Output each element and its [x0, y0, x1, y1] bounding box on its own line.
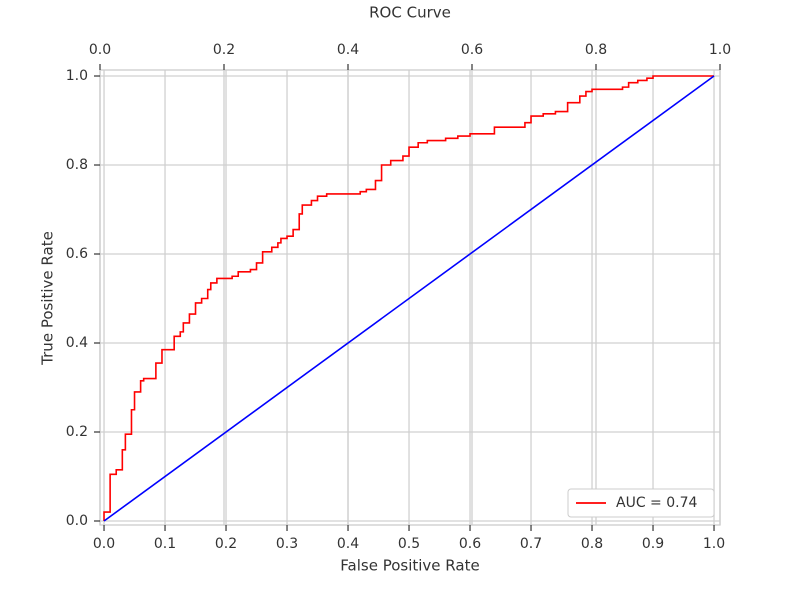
y-axis-label: True Positive Rate: [39, 231, 57, 366]
x2-tick-label: 1.0: [709, 42, 731, 58]
y-tick-label: 0.6: [66, 246, 88, 262]
x-tick-label: 0.7: [520, 536, 542, 552]
x-tick-label: 0.8: [581, 536, 603, 552]
chart-title: ROC Curve: [369, 4, 451, 22]
x-tick-label: 0.2: [215, 536, 237, 552]
x-tick-label: 0.3: [276, 536, 298, 552]
series-line: [103, 75, 715, 521]
x2-tick-label: 0.0: [89, 42, 111, 58]
y-tick-label: 1.0: [66, 68, 88, 84]
x2-tick-label: 0.4: [337, 42, 359, 58]
x-tick-label: 1.0: [703, 536, 725, 552]
x-tick-label: 0.9: [642, 536, 664, 552]
legend-box: [567, 488, 715, 518]
y-tick-label: 0.4: [66, 335, 88, 351]
x-axis-label: False Positive Rate: [340, 557, 479, 575]
plot-frame: [99, 69, 721, 526]
y-tick-label: 0.0: [66, 513, 88, 529]
legend-label: AUC = 0.74: [616, 495, 697, 511]
x2-tick-label: 0.2: [213, 42, 235, 58]
series-line: [103, 75, 715, 522]
x2-tick-label: 0.6: [461, 42, 483, 58]
x2-tick-label: 0.8: [585, 42, 607, 58]
x-tick-label: 0.5: [398, 536, 420, 552]
x-tick-label: 0.1: [154, 536, 176, 552]
y-tick-label: 0.2: [66, 424, 88, 440]
y-tick-label: 0.8: [66, 157, 88, 173]
x-tick-label: 0.4: [337, 536, 359, 552]
x-tick-label: 0.0: [93, 536, 115, 552]
x-tick-label: 0.6: [459, 536, 481, 552]
